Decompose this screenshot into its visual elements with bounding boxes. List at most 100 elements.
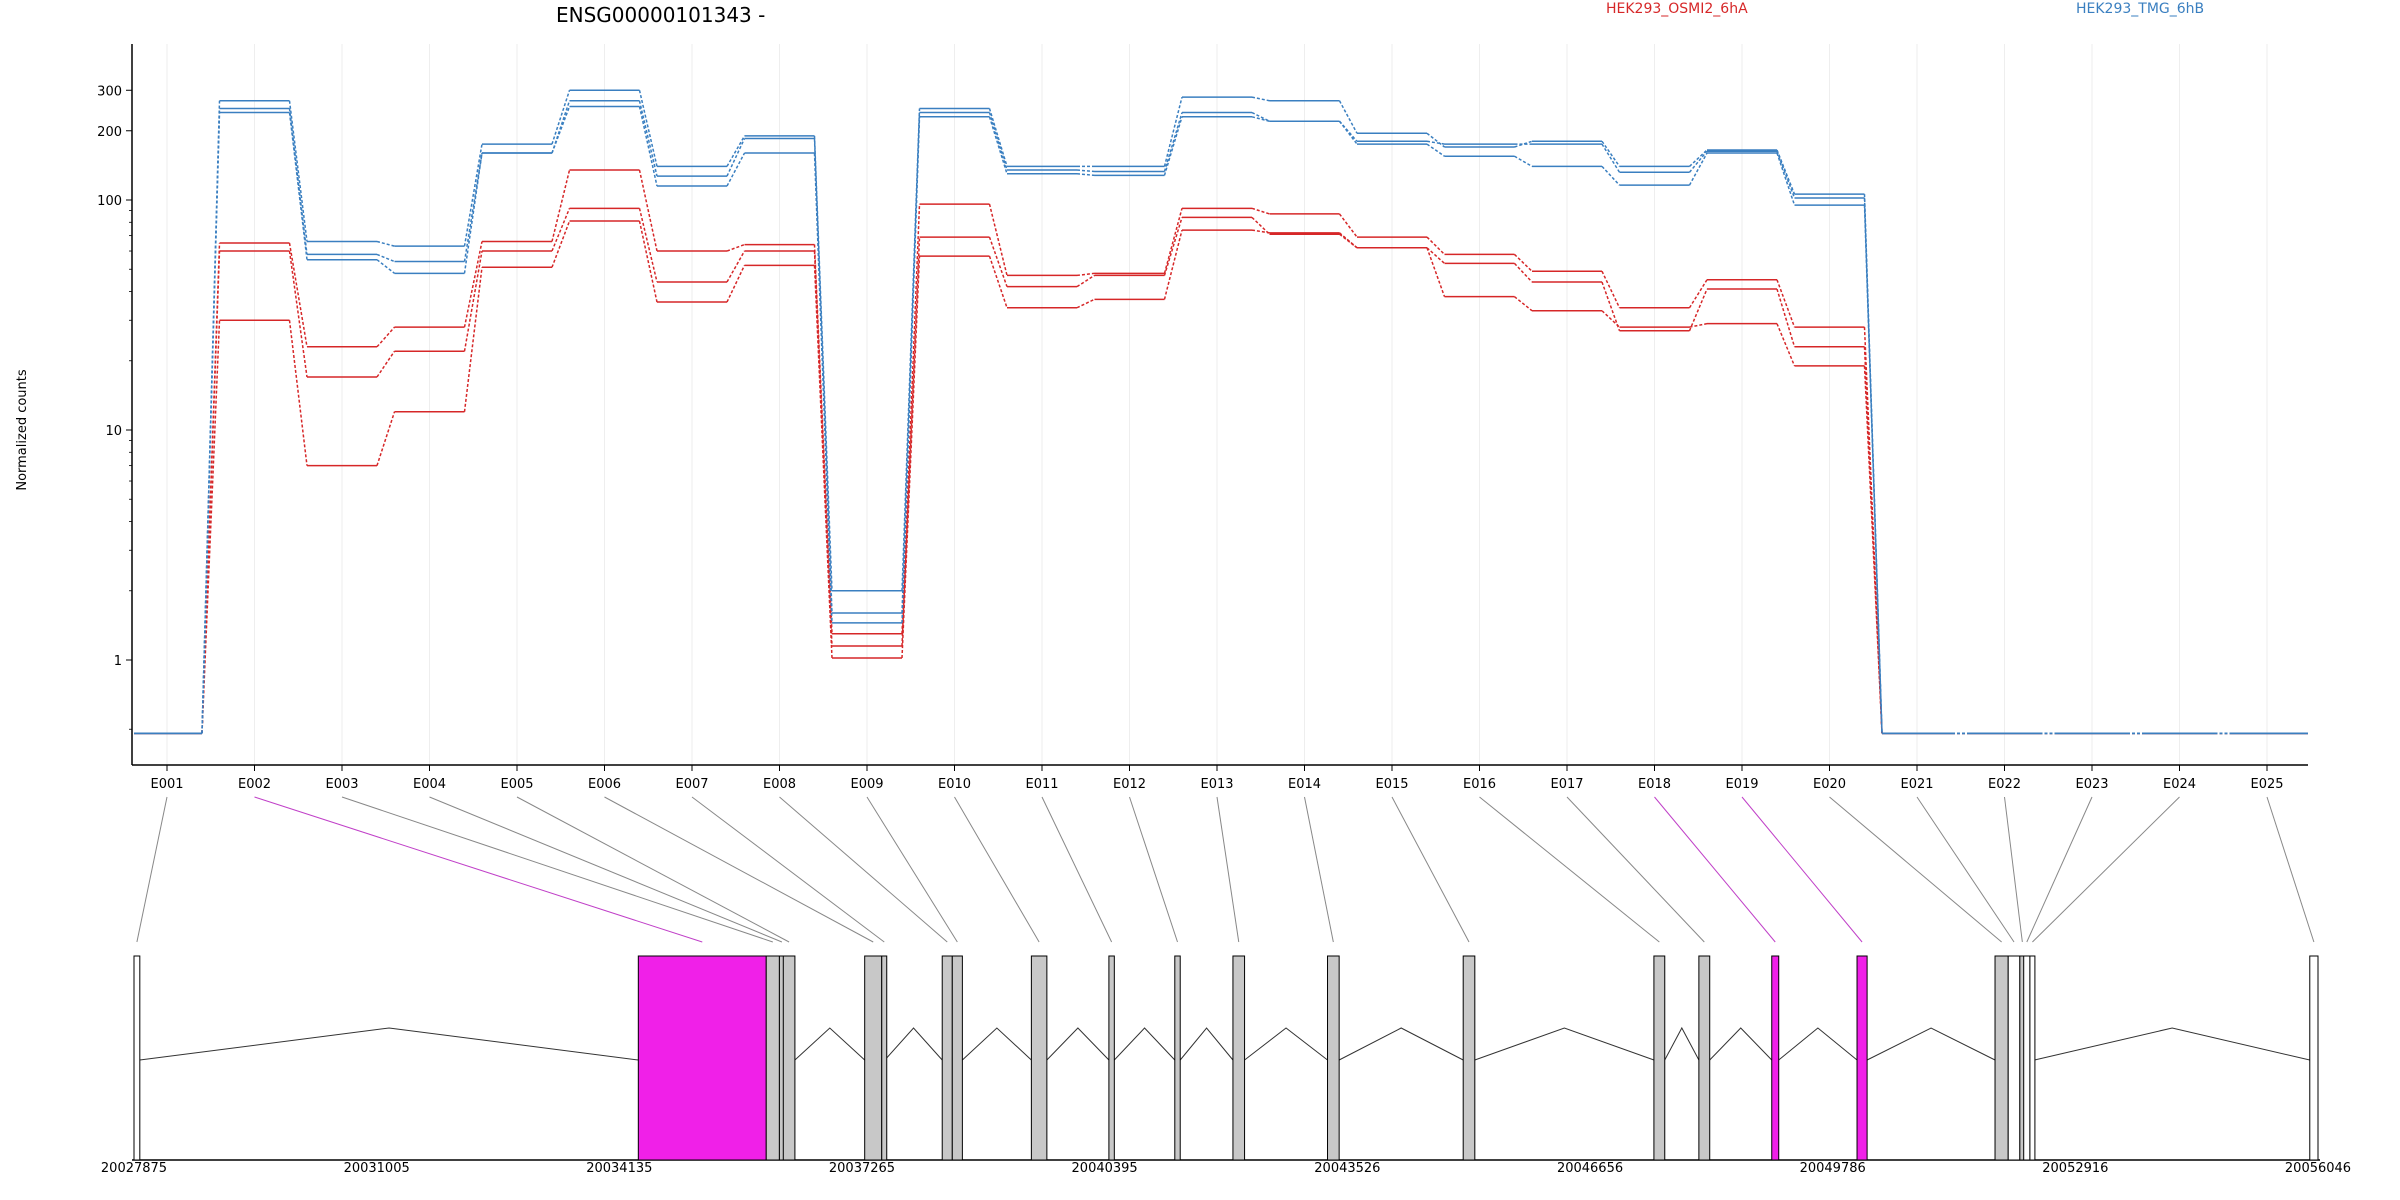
- series-connector: [988, 203, 1008, 276]
- exon-connector-e023: [2026, 796, 2093, 943]
- exon-box-e016: [1653, 955, 1666, 1161]
- series-connector: [1426, 143, 1445, 157]
- series-connector: [1251, 216, 1271, 235]
- series-connector: [201, 320, 221, 734]
- series-layer: [134, 89, 2308, 735]
- exon-connector-e001: [136, 796, 168, 943]
- series-connector: [288, 112, 308, 260]
- intron-line: [1474, 1027, 1655, 1061]
- exon-box-e002: [637, 955, 767, 1161]
- x-tick-label-e005: E005: [500, 777, 533, 792]
- exon-box-e003: [765, 955, 780, 1161]
- intron-line: [794, 1027, 866, 1061]
- exon-connector-e021: [1916, 796, 2015, 943]
- series-connector: [1163, 217, 1183, 276]
- series-connector: [1251, 111, 1270, 122]
- gene-model-track: 20027875 20031005 20034135 20037265 20040395…: [101, 955, 2351, 1176]
- y-tick-label-200: 200: [97, 125, 122, 140]
- exon-box-e011: [1108, 955, 1115, 1161]
- exon-box-e007: [881, 955, 888, 1161]
- x-tick-label-e010: E010: [938, 777, 971, 792]
- exon-connector-e013: [1216, 796, 1240, 943]
- series-connector: [1163, 229, 1183, 300]
- exon-connector-e008: [779, 796, 948, 943]
- coordinate-label: 20046656: [1557, 1161, 1623, 1176]
- series-connector: [813, 265, 833, 659]
- series-connector: [1688, 152, 1708, 186]
- axes: 1 10 100 200 300 E001 E002 E003 E004 E005 E006 E007…: [97, 44, 2308, 792]
- x-tick-label-e021: E021: [1900, 777, 1933, 792]
- coordinate-label: 20040395: [1072, 1161, 1138, 1176]
- series-connector: [1776, 288, 1796, 348]
- exon-box-e025: [2309, 955, 2319, 1161]
- series-connector: [288, 108, 308, 255]
- exon-connector-e017: [1566, 796, 1705, 943]
- series-connector: [1338, 120, 1358, 145]
- series-2: [134, 207, 2308, 735]
- x-tick-label-e012: E012: [1113, 777, 1146, 792]
- coordinate-label: 20052916: [2042, 1161, 2108, 1176]
- exon-box-e023: [2023, 955, 2031, 1161]
- series-6: [134, 105, 2308, 735]
- series-connector: [1076, 298, 1095, 309]
- intron-line: [962, 1027, 1032, 1061]
- series-connector: [1601, 270, 1621, 309]
- series-connector: [988, 112, 1008, 171]
- series-connector: [1514, 155, 1533, 168]
- series-5: [134, 100, 2308, 735]
- series-connector: [1251, 229, 1270, 234]
- exon-box-e024: [2029, 955, 2036, 1161]
- series-connector: [1251, 116, 1270, 122]
- series-connector: [726, 250, 746, 283]
- series-connector: [1776, 323, 1796, 367]
- series-connector: [376, 259, 395, 274]
- intron-line: [1664, 1026, 1700, 1061]
- series-connector: [901, 256, 921, 659]
- series-connector: [1163, 96, 1183, 167]
- series-connector: [1863, 346, 1883, 734]
- series-connector: [1426, 236, 1446, 255]
- series-connector: [1251, 96, 1270, 102]
- intron-line: [1046, 1027, 1110, 1061]
- intron-line: [2034, 1027, 2310, 1061]
- series-connector: [988, 116, 1008, 175]
- exon-connector-e009: [866, 796, 958, 943]
- series-connector: [1426, 247, 1446, 297]
- x-tick-label-e016: E016: [1463, 777, 1496, 792]
- series-connector: [376, 350, 396, 378]
- exon-box-e018: [1771, 955, 1780, 1161]
- series-connector: [1863, 365, 1883, 734]
- series-connector: [288, 242, 308, 347]
- series-connector: [1863, 205, 1883, 734]
- series-connector: [1688, 150, 1708, 173]
- x-tick-label-e006: E006: [588, 777, 621, 792]
- exon-box-e010: [1030, 955, 1048, 1161]
- intron-line: [1244, 1027, 1328, 1061]
- series-connector: [1513, 253, 1533, 272]
- x-tick-label-e003: E003: [325, 777, 358, 792]
- exon-connector-e012: [1129, 796, 1178, 943]
- legend-label-tmg: HEK293_TMG_6hB: [2076, 1, 2204, 17]
- x-tick-label-e014: E014: [1288, 777, 1321, 792]
- intron-line: [1778, 1027, 1858, 1061]
- series-connector: [1863, 327, 1883, 734]
- series-connector: [376, 326, 396, 348]
- x-tick-label-e017: E017: [1550, 777, 1583, 792]
- series-1: [134, 169, 2308, 735]
- series-connector: [1513, 262, 1533, 283]
- exon-connector-e025: [2266, 796, 2315, 943]
- exon-connector-e006: [604, 796, 874, 943]
- series-connector: [551, 169, 571, 242]
- series-connector: [1076, 173, 1095, 177]
- series-connector: [551, 106, 571, 154]
- exon-connector-e016: [1479, 796, 1660, 943]
- series-connector: [551, 208, 571, 252]
- series-connector: [288, 250, 308, 378]
- series-connector: [813, 153, 833, 623]
- series-connector: [463, 152, 483, 262]
- exon-connector-e010: [954, 796, 1040, 943]
- series-connector: [1601, 143, 1621, 173]
- intron-line: [1113, 1027, 1176, 1061]
- series-connector: [1426, 132, 1445, 148]
- series-connector: [988, 236, 1008, 287]
